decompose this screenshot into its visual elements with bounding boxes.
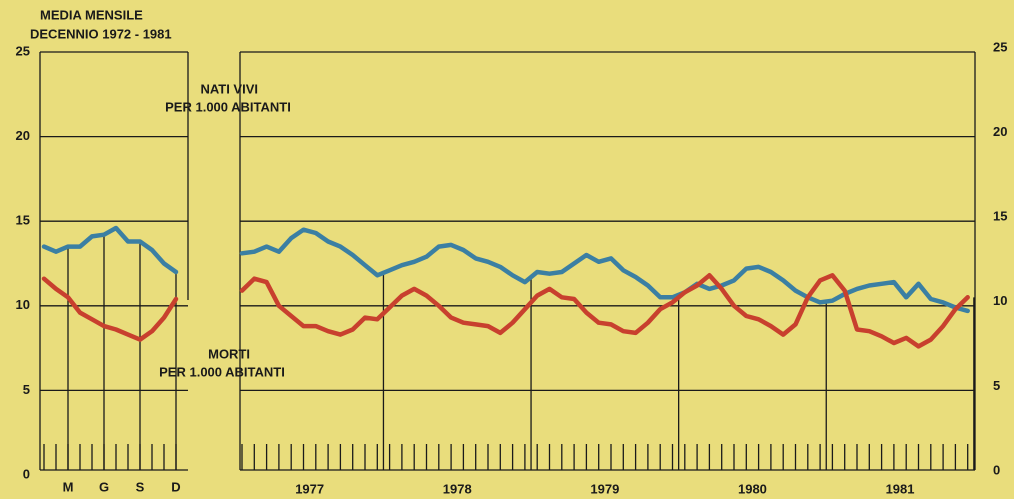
- series-line: [41, 276, 179, 342]
- y-tick-label: 5: [23, 382, 30, 397]
- x-tick-label: 1978: [443, 481, 472, 496]
- x-tick-label: 1977: [295, 481, 324, 496]
- y-tick-label: 20: [993, 124, 1007, 139]
- series-label: MORTI: [208, 346, 250, 361]
- y-tick-label: 20: [16, 128, 30, 143]
- series-unit: PER 1.000 ABITANTI: [159, 364, 285, 379]
- y-tick-label: 10: [16, 297, 30, 312]
- chart-subtitle: DECENNIO 1972 - 1981: [30, 26, 172, 41]
- series-line: [41, 225, 179, 275]
- y-tick-label: 10: [993, 293, 1007, 308]
- series-line: [239, 273, 970, 349]
- x-tick-label: 1979: [590, 481, 619, 496]
- x-tick-label: G: [99, 479, 109, 494]
- y-tick-label: 15: [16, 213, 30, 228]
- y-tick-label: 15: [993, 209, 1007, 224]
- y-tick-label: 25: [16, 43, 30, 58]
- y-tick-label: 0: [23, 466, 30, 481]
- x-tick-label: S: [136, 479, 145, 494]
- chart-title: MEDIA MENSILE: [40, 7, 143, 22]
- y-tick-label: 5: [993, 378, 1000, 393]
- x-tick-label: M: [63, 479, 74, 494]
- series-unit: PER 1.000 ABITANTI: [165, 99, 291, 114]
- x-tick-label: D: [171, 479, 180, 494]
- x-tick-label: 1981: [886, 481, 915, 496]
- series-label: NATI VIVI: [200, 81, 258, 96]
- y-tick-label: 25: [993, 39, 1007, 54]
- y-tick-label: 0: [993, 462, 1000, 477]
- x-tick-label: 1980: [738, 481, 767, 496]
- series-line: [239, 227, 970, 314]
